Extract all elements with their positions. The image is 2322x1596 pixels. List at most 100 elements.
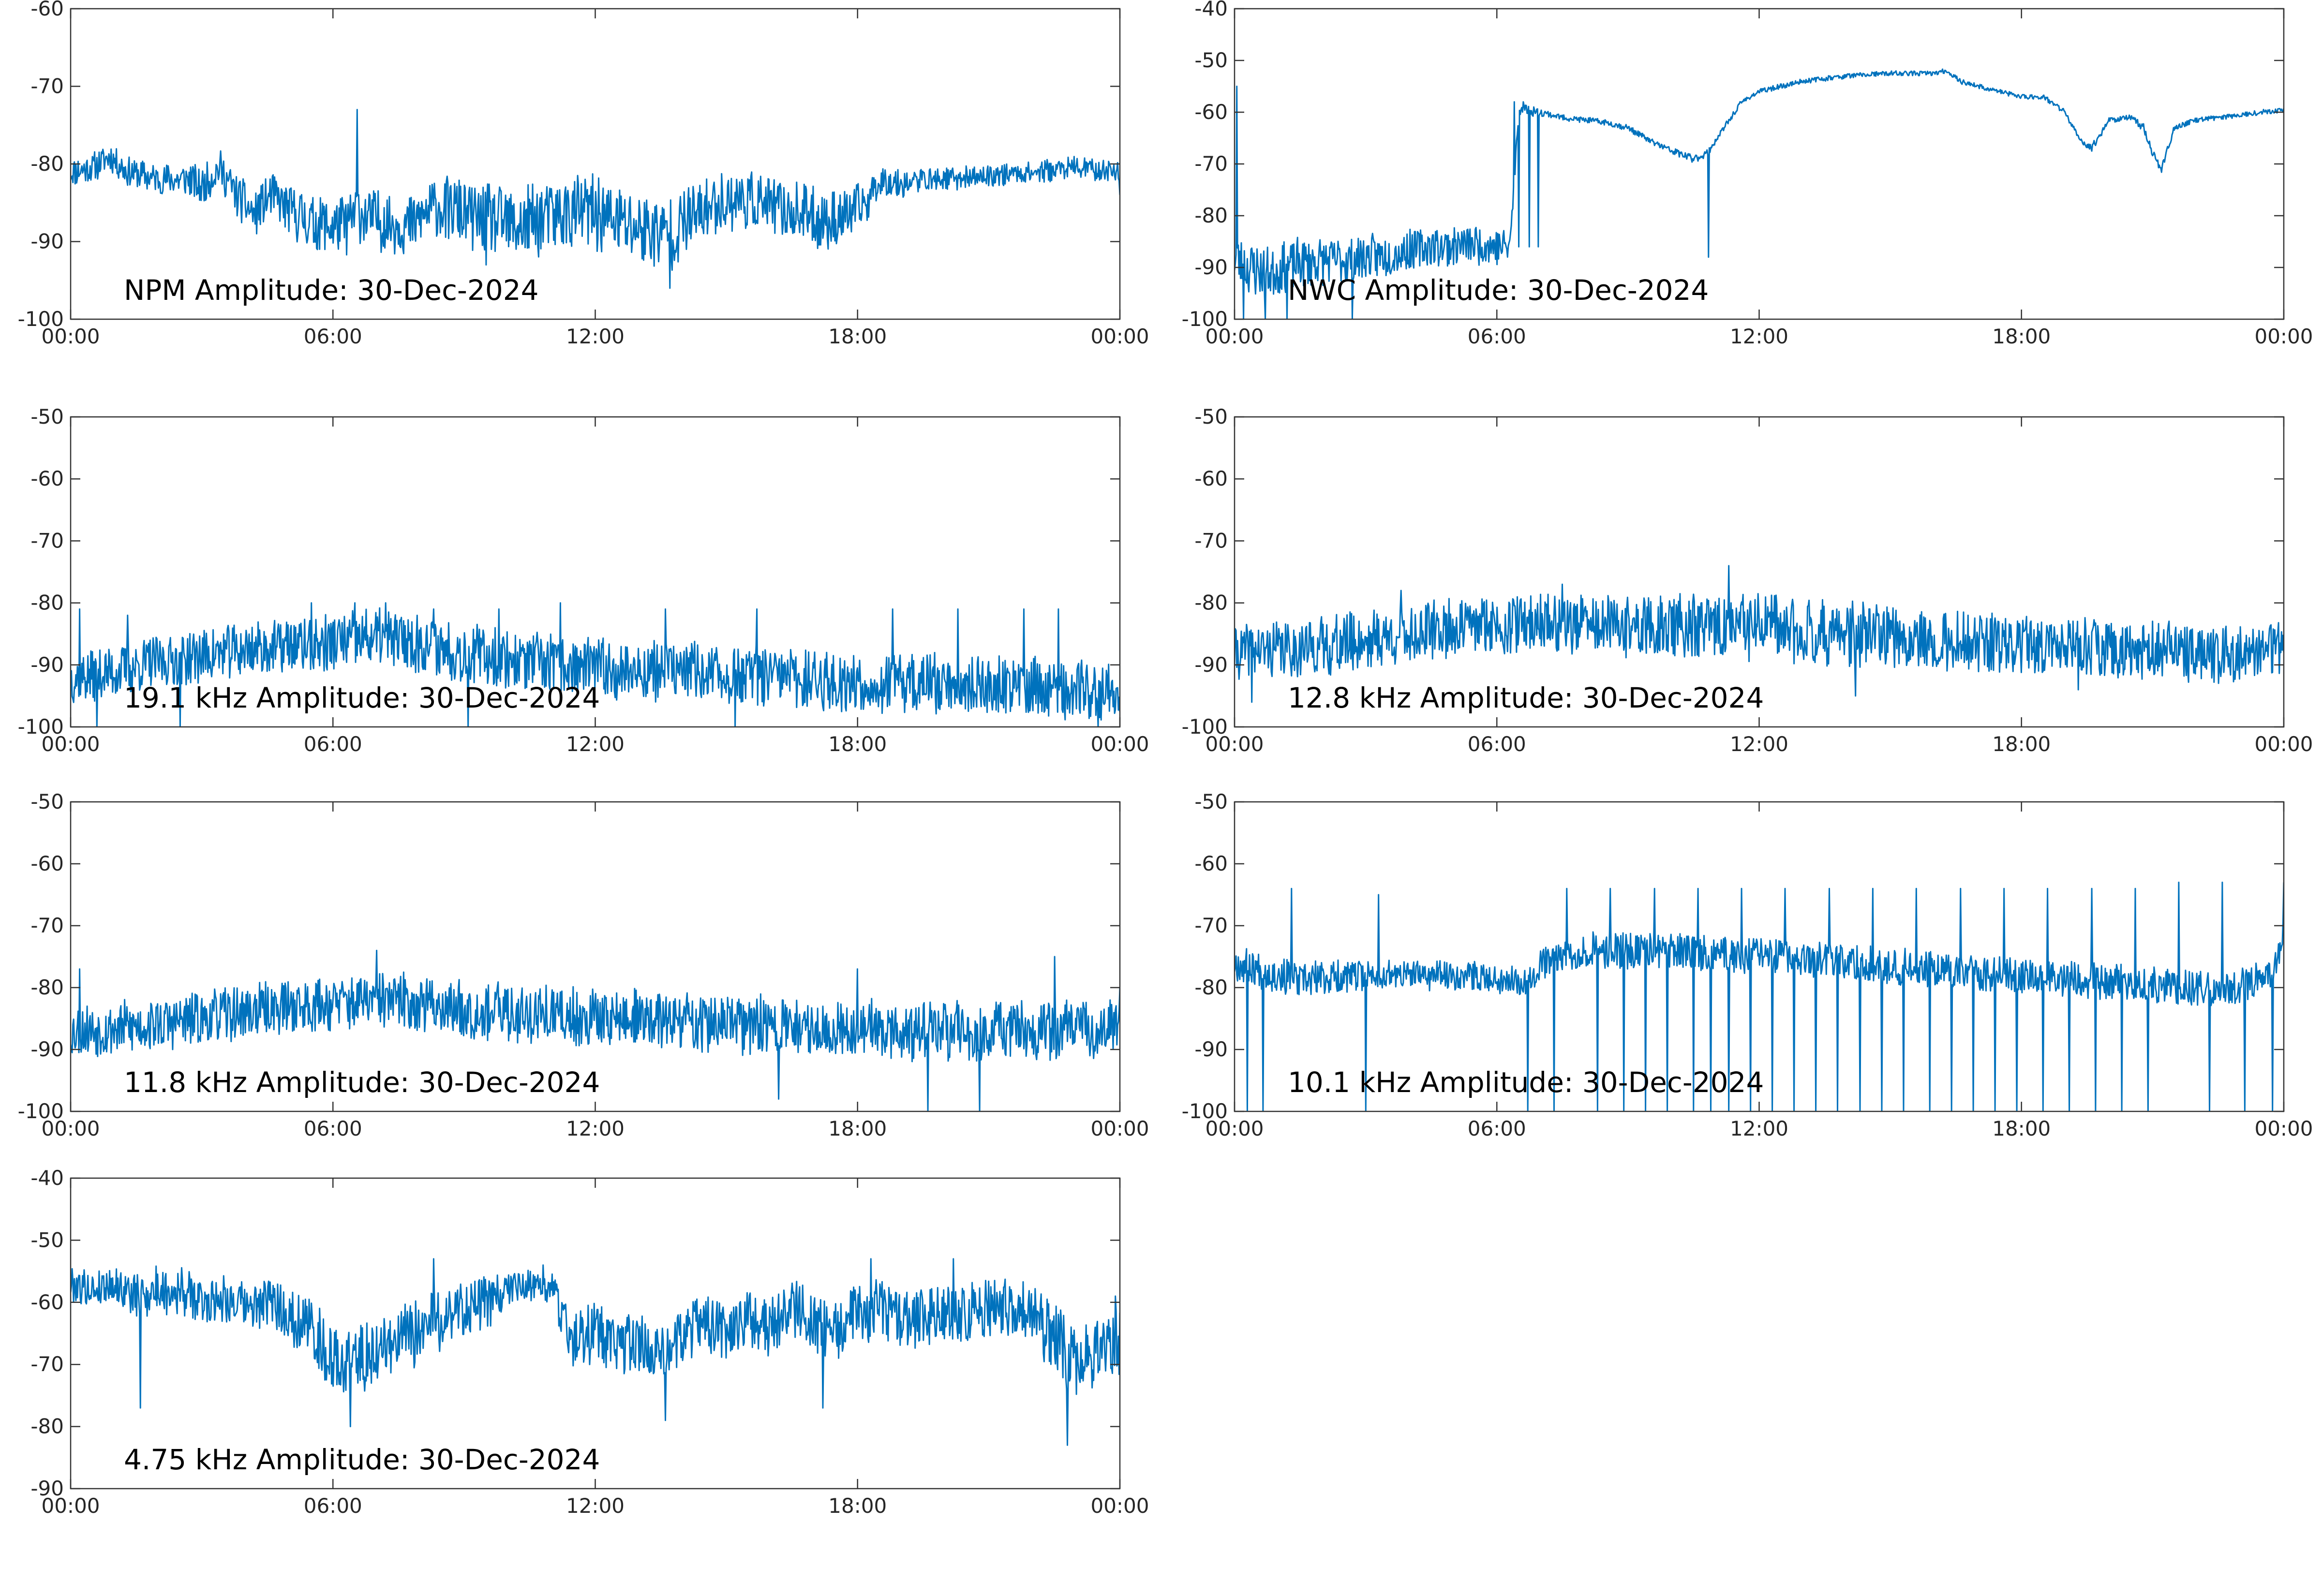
y-tick-label: -100 [1182, 1099, 1228, 1123]
axes-frame [1234, 416, 2285, 728]
axes-frame [70, 1177, 1121, 1490]
y-tick-label: -90 [30, 1477, 64, 1500]
y-tick-label: -70 [30, 74, 64, 98]
y-tick-label: -80 [1194, 975, 1228, 999]
panel-title: NWC Amplitude: 30-Dec-2024 [1288, 274, 1709, 307]
y-tick-label: -60 [30, 1290, 64, 1314]
y-tick-label: -60 [1194, 467, 1228, 490]
y-tick-label: -80 [30, 591, 64, 615]
y-tick-label: -90 [1194, 255, 1228, 279]
x-tick-label: 00:00 [2254, 1117, 2313, 1140]
y-tick-label: -60 [30, 467, 64, 490]
x-tick-label: 18:00 [828, 1117, 887, 1140]
x-tick-label: 06:00 [1468, 1117, 1526, 1140]
x-tick-label: 18:00 [828, 1494, 887, 1518]
y-tick-label: -90 [1194, 1037, 1228, 1061]
y-tick-label: -80 [1194, 591, 1228, 615]
y-tick-label: -70 [30, 529, 64, 552]
y-tick-label: -100 [18, 715, 64, 739]
y-tick-label: -50 [1194, 48, 1228, 72]
y-tick-label: -80 [1194, 204, 1228, 227]
panel-title: 4.75 kHz Amplitude: 30-Dec-2024 [124, 1443, 600, 1476]
x-tick-label: 00:00 [41, 1117, 100, 1140]
y-tick-label: -60 [1194, 100, 1228, 124]
y-tick-label: -70 [1194, 152, 1228, 176]
axes-frame [70, 801, 1121, 1112]
y-tick-label: -40 [1194, 0, 1228, 20]
x-tick-label: 18:00 [1992, 325, 2051, 348]
x-tick-label: 18:00 [828, 732, 887, 756]
panel-title: 10.1 kHz Amplitude: 30-Dec-2024 [1288, 1066, 1764, 1099]
x-tick-label: 06:00 [304, 1494, 362, 1518]
y-tick-label: -100 [1182, 307, 1228, 331]
y-tick-label: -60 [1194, 852, 1228, 875]
panel-title: 19.1 kHz Amplitude: 30-Dec-2024 [124, 681, 600, 714]
y-tick-label: -90 [30, 230, 64, 253]
y-tick-label: -70 [1194, 914, 1228, 937]
y-tick-label: -50 [30, 790, 64, 813]
x-tick-label: 00:00 [41, 1494, 100, 1518]
x-tick-label: 12:00 [566, 325, 625, 348]
x-tick-label: 00:00 [1090, 325, 1149, 348]
series-line [71, 1258, 1120, 1446]
x-tick-label: 12:00 [1730, 732, 1788, 756]
panel-title: NPM Amplitude: 30-Dec-2024 [124, 274, 539, 307]
y-tick-label: -50 [1194, 790, 1228, 813]
x-tick-label: 06:00 [1468, 732, 1526, 756]
y-tick-label: -80 [30, 975, 64, 999]
y-tick-label: -70 [1194, 529, 1228, 552]
panel-title: 12.8 kHz Amplitude: 30-Dec-2024 [1288, 681, 1764, 714]
y-tick-label: -100 [1182, 715, 1228, 739]
x-tick-label: 06:00 [1468, 325, 1526, 348]
y-tick-label: -50 [30, 405, 64, 429]
x-tick-label: 12:00 [566, 732, 625, 756]
x-tick-label: 00:00 [41, 732, 100, 756]
x-tick-label: 06:00 [304, 325, 362, 348]
y-tick-label: -80 [30, 1415, 64, 1438]
x-tick-label: 00:00 [1090, 1117, 1149, 1140]
y-tick-label: -80 [30, 152, 64, 176]
x-tick-label: 00:00 [41, 325, 100, 348]
x-tick-label: 12:00 [1730, 1117, 1788, 1140]
panel-title: 11.8 kHz Amplitude: 30-Dec-2024 [124, 1066, 600, 1099]
x-tick-label: 18:00 [1992, 1117, 2051, 1140]
y-tick-label: -40 [30, 1166, 64, 1190]
y-tick-label: -90 [1194, 653, 1228, 677]
x-tick-label: 12:00 [1730, 325, 1788, 348]
x-tick-label: 18:00 [828, 325, 887, 348]
x-tick-label: 00:00 [1090, 732, 1149, 756]
series-line [1235, 565, 2284, 703]
x-tick-label: 18:00 [1992, 732, 2051, 756]
axes-frame [1234, 8, 2285, 320]
series-line [1235, 68, 2284, 319]
y-tick-label: -50 [1194, 405, 1228, 429]
x-tick-label: 00:00 [1205, 732, 1264, 756]
y-tick-label: -70 [30, 914, 64, 937]
y-tick-label: -100 [18, 307, 64, 331]
y-tick-label: -70 [30, 1352, 64, 1376]
y-tick-label: -60 [30, 0, 64, 20]
y-tick-label: -90 [30, 653, 64, 677]
y-tick-label: -90 [30, 1037, 64, 1061]
axes-frame [70, 8, 1121, 320]
x-tick-label: 06:00 [304, 1117, 362, 1140]
y-tick-label: -100 [18, 1099, 64, 1123]
series-line [71, 949, 1120, 1111]
x-tick-label: 00:00 [2254, 325, 2313, 348]
x-tick-label: 00:00 [1205, 325, 1264, 348]
x-tick-label: 00:00 [2254, 732, 2313, 756]
x-tick-label: 12:00 [566, 1117, 625, 1140]
y-tick-label: -60 [30, 852, 64, 875]
x-tick-label: 12:00 [566, 1494, 625, 1518]
x-tick-label: 00:00 [1090, 1494, 1149, 1518]
x-tick-label: 00:00 [1205, 1117, 1264, 1140]
series-line [71, 109, 1120, 289]
